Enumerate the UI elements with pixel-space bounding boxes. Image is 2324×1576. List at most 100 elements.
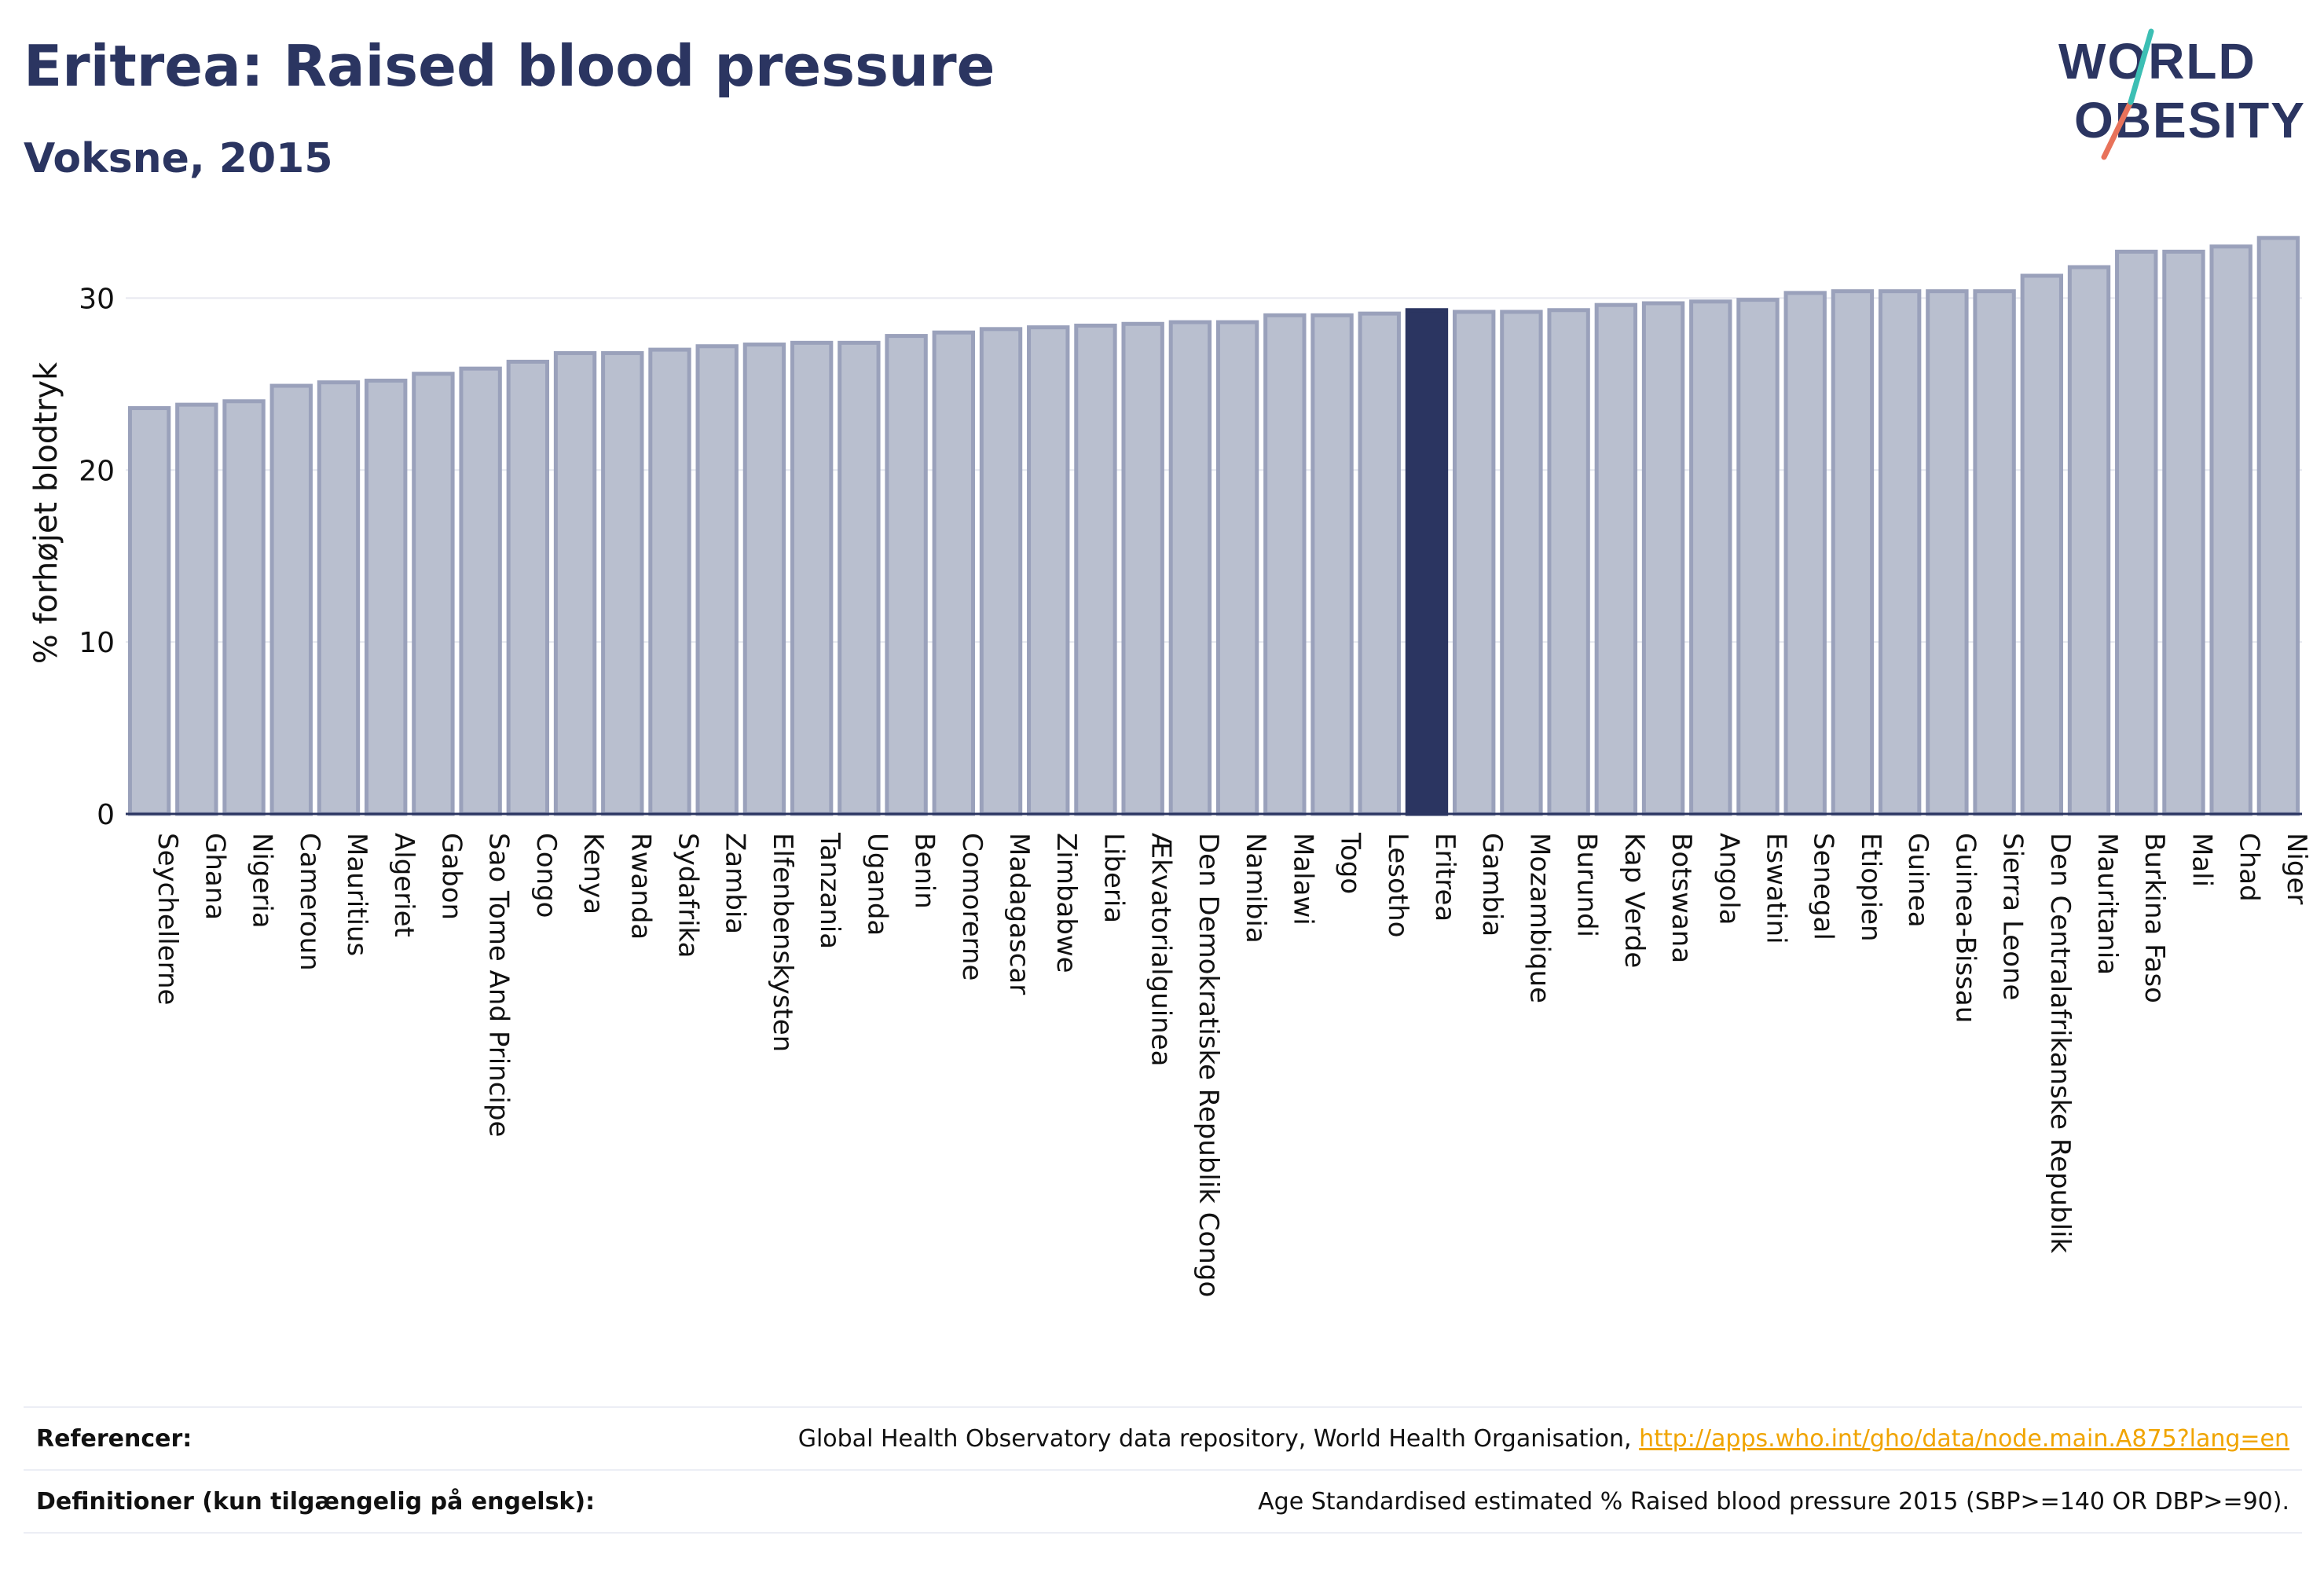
bar (1878, 289, 1922, 816)
bar (742, 343, 786, 816)
x-tick-label: Gabon (435, 833, 467, 920)
x-tick-label: Seychellerne (152, 833, 183, 1005)
x-tick-label: Den Demokratiske Republik Congo (1193, 833, 1224, 1297)
bar (1263, 313, 1307, 816)
bar (601, 350, 644, 816)
bar (1831, 289, 1875, 816)
bar (2209, 244, 2253, 816)
y-tick-label: 0 (97, 799, 115, 831)
x-tick-label: Elfenbenskysten (767, 833, 798, 1052)
x-tick-label: Comorerne (956, 833, 988, 980)
x-tick-label: Guinea-Bissau (1949, 833, 1981, 1023)
x-tick-label: Sierra Leone (1997, 833, 2029, 1000)
x-tick-label: Sydafrika (673, 833, 704, 958)
bar (838, 340, 881, 816)
bar (1074, 323, 1117, 816)
x-tick-label: Namibia (1240, 833, 1271, 944)
x-tick-label: Ghana (199, 833, 230, 920)
x-tick-label: Mauritania (2091, 833, 2123, 975)
x-tick-label: Zambia (720, 833, 751, 934)
x-tick-label: Kap Verde (1618, 833, 1650, 968)
bar (412, 372, 455, 816)
bar (2162, 249, 2205, 816)
svg-text:WORLD: WORLD (2058, 33, 2256, 90)
x-tick-label: Eswatini (1761, 833, 1792, 944)
y-axis-label: % forhøjet blodtryk (28, 361, 64, 664)
bar (1547, 308, 1590, 816)
x-tick-label: Den Centralafrikanske Republik (2044, 833, 2076, 1253)
x-tick-label: Kenya (577, 833, 609, 914)
definitions-row: Definitioner (kun tilgængelig på engelsk… (24, 1469, 2302, 1532)
references-link[interactable]: http://apps.who.int/gho/data/node.main.A… (1639, 1425, 2289, 1453)
bar (2256, 236, 2300, 816)
y-tick-label: 30 (79, 283, 115, 315)
bar (1689, 299, 1732, 816)
x-tick-label: Nigeria (247, 833, 278, 929)
bar-chart: 0 10 20 30 Seychellerne Ghana Nigeria Cameroun… (28, 236, 2312, 1297)
y-tick-label: 10 (79, 627, 115, 659)
bar (1310, 313, 1354, 816)
bar (885, 334, 928, 816)
x-tick-label: Botswana (1666, 833, 1697, 963)
references-text: Global Health Observatory data repositor… (797, 1425, 1632, 1453)
x-tick-label: Ækvatorialguinea (1146, 833, 1177, 1066)
bar (1453, 310, 1496, 816)
footer-divider (24, 1532, 2302, 1534)
bars (127, 236, 2300, 816)
bar (1973, 289, 2016, 816)
x-tick-label: Lesotho (1382, 833, 1413, 937)
x-tick-label: Benin (909, 833, 940, 909)
x-tick-label: Gambia (1476, 833, 1508, 936)
bar (269, 383, 313, 816)
x-tick-label: Burundi (1571, 833, 1603, 937)
bar (1168, 320, 1212, 816)
x-tick-label: Senegal (1808, 833, 1839, 940)
bar (648, 347, 691, 816)
bar (1736, 298, 1780, 816)
x-tick-label: Mozambique (1523, 833, 1555, 1003)
bar (1358, 311, 1401, 816)
bar (1215, 320, 1259, 816)
bar (222, 399, 266, 816)
bar (1783, 291, 1827, 816)
bar (317, 380, 361, 816)
bar (790, 340, 834, 816)
x-tick-label: Uganda (861, 833, 893, 936)
x-tick-label: Algeriet (388, 833, 420, 937)
x-tick-label: Angola (1713, 833, 1744, 925)
world-obesity-logo: WORLD OBESITY (2058, 28, 2304, 160)
bar (932, 330, 975, 816)
x-tick-labels: Seychellerne Ghana Nigeria Cameroun Mauritiu… (152, 832, 2312, 1297)
bar (506, 359, 550, 816)
page-subtitle: Voksne, 2015 (24, 135, 333, 182)
x-tick-label: Togo (1335, 832, 1366, 894)
bar (2067, 265, 2111, 816)
x-tick-label: Rwanda (625, 833, 656, 940)
references-row: Referencer: Global Health Observatory da… (24, 1406, 2302, 1469)
bar (553, 350, 597, 816)
x-tick-label: Mali (2186, 833, 2217, 887)
bar (127, 405, 171, 816)
bar (1121, 321, 1164, 816)
definitions-label: Definitioner (kun tilgængelig på engelsk… (36, 1488, 596, 1516)
x-tick-label: Eritrea (1429, 833, 1461, 922)
references-value: Global Health Observatory data repositor… (798, 1425, 2289, 1453)
bar (459, 366, 502, 816)
bar-highlight (1405, 308, 1449, 816)
bar (1641, 301, 1685, 816)
x-tick-label: Zimbabwe (1050, 833, 1082, 973)
x-tick-label: Niger (2281, 833, 2312, 904)
x-tick-label: Mauritius (341, 833, 372, 956)
x-tick-label: Malawi (1287, 833, 1318, 925)
x-tick-label: Tanzania (814, 832, 845, 949)
x-tick-label: Sao Tome And Principe (483, 833, 515, 1137)
x-tick-label: Madagascar (1003, 833, 1035, 995)
bar (1027, 325, 1070, 816)
bar (1500, 310, 1543, 816)
bar (979, 327, 1023, 816)
references-label: Referencer: (36, 1425, 192, 1453)
bar (1926, 289, 1969, 816)
y-tick-label: 20 (79, 455, 115, 487)
bar (2115, 249, 2158, 816)
definitions-value: Age Standardised estimated % Raised bloo… (1258, 1488, 2289, 1516)
